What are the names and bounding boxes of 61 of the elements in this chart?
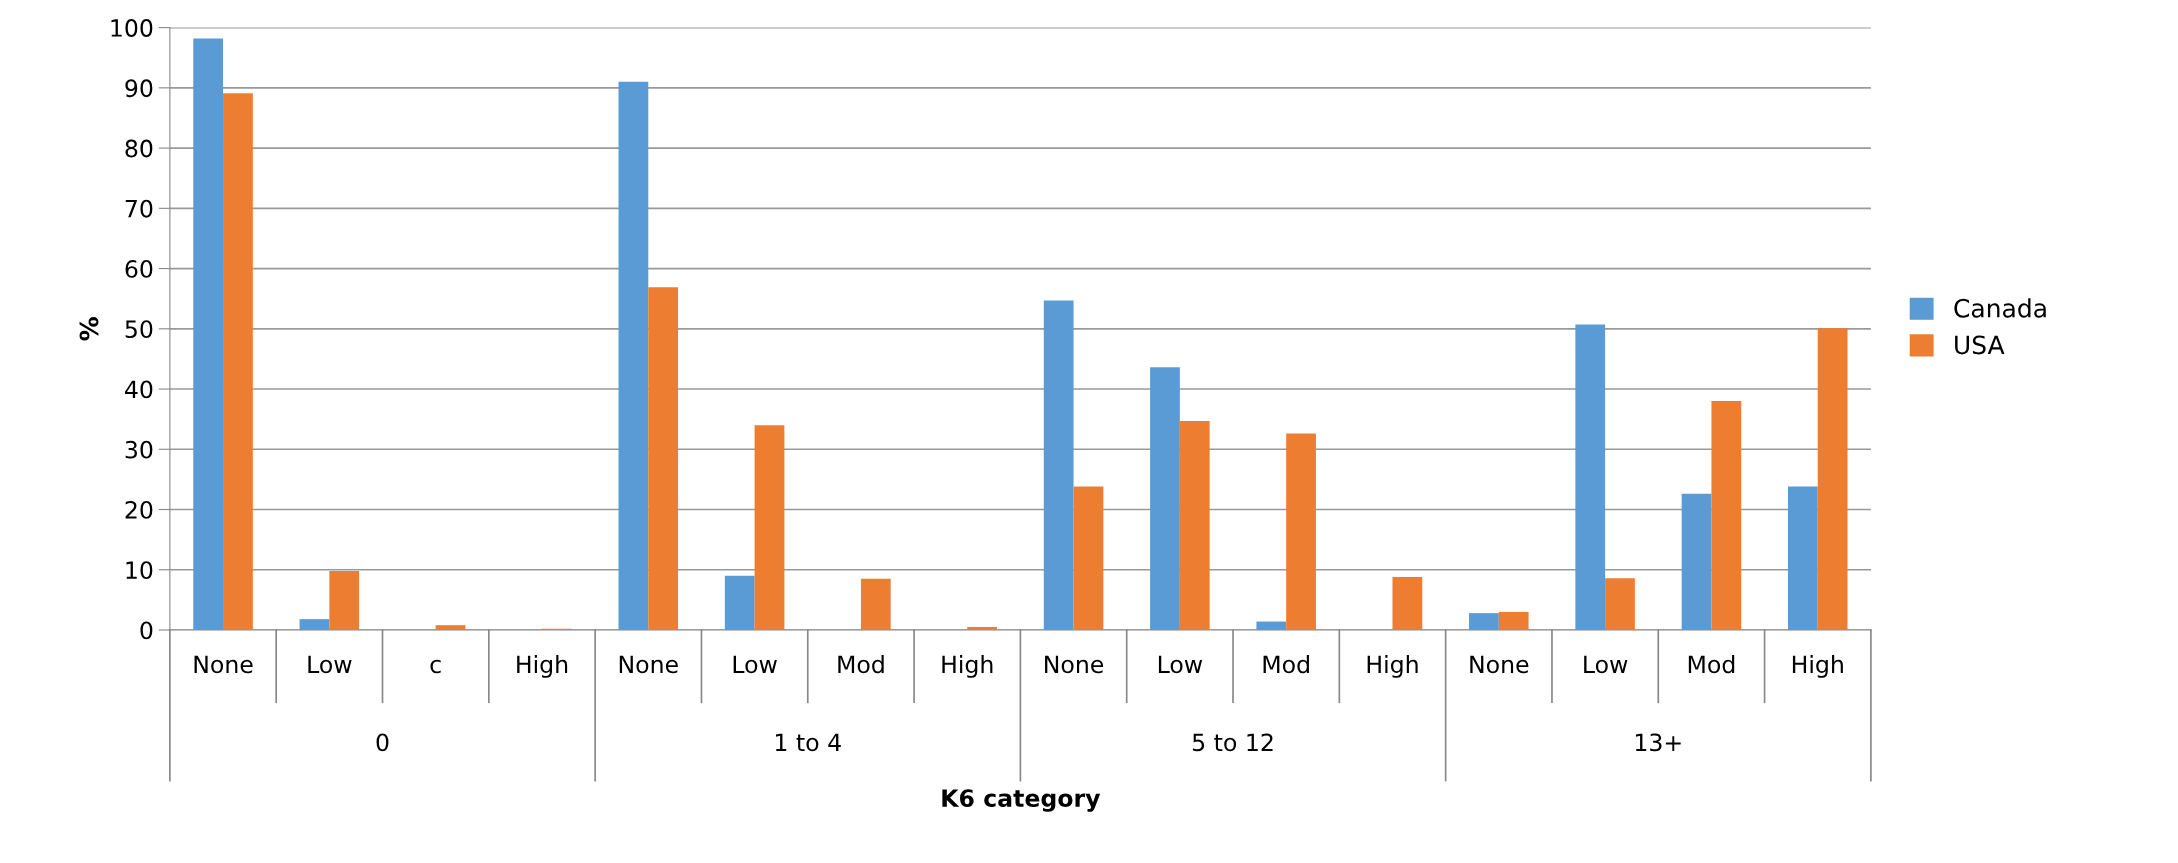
bar	[1711, 401, 1742, 630]
x-tick-label: High	[942, 654, 993, 678]
y-tick-label: 70	[125, 199, 153, 218]
bar	[618, 81, 649, 630]
y-tick-label: 10	[126, 561, 153, 580]
y-tick-label: 100	[111, 19, 153, 37]
legend-label: Canada	[1954, 298, 2046, 318]
y-tick-label: 60	[125, 260, 153, 278]
x-tick-label: High	[1367, 654, 1418, 678]
bar	[967, 626, 997, 630]
x-tick-label: High	[517, 654, 568, 678]
bar	[754, 425, 785, 630]
x-tick-label: Low	[733, 655, 777, 674]
x-tick-label: Mod	[1688, 654, 1735, 674]
y-tick-label: 30	[125, 440, 153, 459]
y-tick-label: 40	[125, 380, 153, 399]
bar	[1179, 420, 1210, 630]
bar	[1605, 578, 1635, 630]
bar	[1256, 621, 1287, 630]
text: 13+	[1635, 733, 1681, 752]
bar	[223, 93, 253, 630]
x-tick-label: Low	[308, 655, 352, 674]
x-tick-label: Mod	[1263, 654, 1309, 674]
bar	[1073, 486, 1104, 630]
bar	[1150, 367, 1180, 630]
x-tick-label: None	[1470, 655, 1529, 674]
y-tick-label: 20	[125, 500, 153, 519]
y-tick-label: 50	[125, 320, 153, 339]
bar	[724, 575, 755, 630]
bar	[1286, 433, 1316, 630]
x-tick-label: None	[1045, 655, 1104, 674]
text: 0	[376, 733, 389, 752]
bar	[1469, 613, 1499, 630]
bar	[1498, 611, 1529, 630]
y-tick-label: 0	[140, 621, 153, 640]
x-tick-label: High	[1792, 654, 1843, 678]
text: 5 to 12	[1192, 733, 1273, 752]
bar	[299, 619, 330, 630]
x-tick-label: Mod	[838, 654, 884, 674]
x-axis-title: K6 category	[942, 789, 1101, 812]
bar	[1817, 328, 1848, 630]
bar	[193, 38, 224, 630]
bar	[435, 625, 466, 630]
bar	[860, 578, 891, 630]
x-tick-label: None	[194, 655, 253, 674]
y-tick-label: 90	[125, 79, 153, 98]
bar	[1392, 576, 1423, 630]
text: 1 to 4	[775, 733, 841, 752]
bar	[1575, 324, 1606, 630]
x-tick-label: Low	[1584, 655, 1628, 674]
bar	[1681, 493, 1712, 630]
bar	[329, 570, 360, 630]
y-axis-title: %	[79, 317, 99, 341]
legend-label: USA	[1955, 335, 2005, 355]
x-tick-label: c	[430, 659, 441, 674]
x-tick-label: None	[619, 655, 678, 674]
bar	[648, 287, 679, 630]
bar	[1043, 300, 1074, 630]
x-tick-label: Low	[1158, 655, 1203, 674]
y-tick-label: 80	[125, 139, 153, 158]
bar	[1787, 486, 1818, 630]
